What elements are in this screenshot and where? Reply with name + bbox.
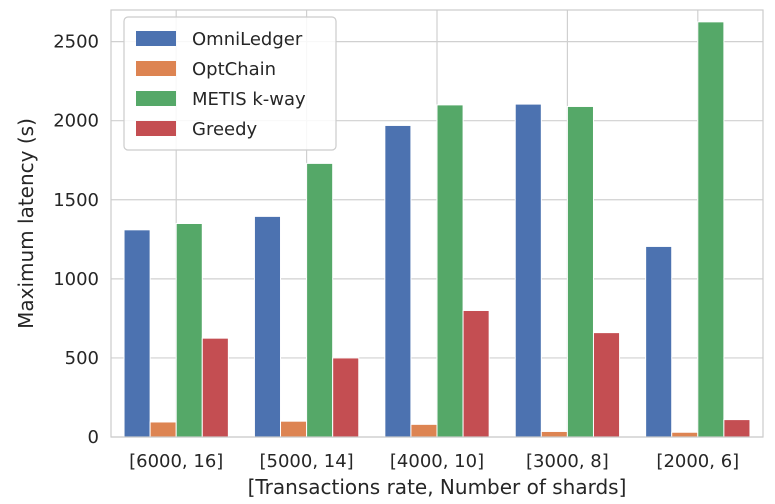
bar-greedy-3 — [592, 332, 621, 438]
x-axis-title: [Transactions rate, Number of shards] — [248, 475, 627, 499]
legend-swatch-greedy — [136, 121, 176, 136]
bar-optchain-1 — [280, 420, 308, 438]
legend-frame — [123, 16, 337, 151]
bar-omniledger-1 — [253, 215, 282, 438]
bar-greedy-4 — [723, 419, 751, 438]
x-tick-label: [3000, 8] — [526, 451, 609, 472]
y-tick-label: 2500 — [53, 32, 99, 53]
legend-swatch-omniledger — [136, 31, 176, 46]
x-tick-label: [4000, 10] — [390, 451, 484, 472]
legend-label-optchain: OptChain — [192, 59, 276, 80]
bar-greedy-1 — [332, 357, 360, 438]
y-tick-label: 0 — [88, 427, 99, 448]
legend-swatch-optchain — [136, 61, 176, 76]
bar-omniledger-2 — [384, 124, 412, 438]
y-tick-label: 2000 — [53, 111, 99, 132]
bars — [123, 21, 751, 438]
legend-label-omniledger: OmniLedger — [192, 29, 303, 50]
bar-optchain-4 — [671, 431, 699, 438]
legend: OmniLedger OptChain METIS k-way Greedy — [123, 16, 337, 151]
bar-omniledger-0 — [123, 229, 151, 438]
x-tick-label: [5000, 14] — [259, 451, 353, 472]
bar-metis-k-way-4 — [697, 21, 725, 438]
x-tick-label: [6000, 16] — [129, 451, 223, 472]
bar-greedy-0 — [201, 337, 229, 438]
bar-omniledger-3 — [514, 103, 542, 438]
bar-greedy-2 — [462, 309, 490, 438]
bar-metis-k-way-1 — [306, 162, 334, 438]
bar-optchain-0 — [149, 421, 177, 438]
legend-label-greedy: Greedy — [192, 119, 258, 140]
bar-optchain-3 — [540, 430, 568, 438]
legend-label-metis-k-way: METIS k-way — [192, 89, 306, 110]
bar-omniledger-4 — [645, 245, 673, 438]
bar-metis-k-way-3 — [566, 105, 594, 438]
y-axis-title: Maximum latency (s) — [14, 118, 38, 329]
bar-metis-k-way-2 — [436, 104, 464, 438]
y-tick-label: 1000 — [53, 269, 99, 290]
y-tick-labels: 0 500 1000 1500 2000 2500 — [53, 32, 99, 448]
plot-frame — [110, 9, 764, 438]
bar-optchain-2 — [410, 423, 438, 438]
x-tick-label: [2000, 6] — [656, 451, 739, 472]
y-tick-label: 1500 — [53, 190, 99, 211]
legend-swatch-metis-k-way — [136, 91, 176, 106]
x-tick-labels: [6000, 16] [5000, 14] [4000, 10] [3000, 8] [… — [129, 451, 739, 472]
y-tick-label: 500 — [65, 348, 99, 369]
bar-metis-k-way-0 — [175, 223, 203, 438]
